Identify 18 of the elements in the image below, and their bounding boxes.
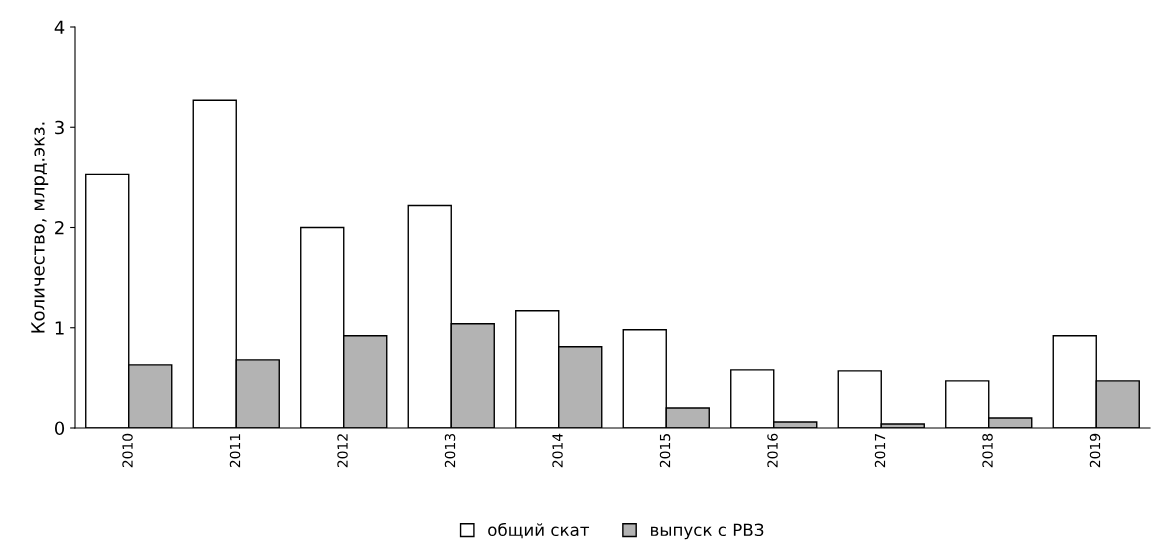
y-tick-label: 2 <box>55 220 64 235</box>
legend-label: общий скат <box>488 522 590 539</box>
x-tick-label: 2010 <box>122 433 133 468</box>
y-axis-title: Количество, млрд.экз. <box>31 122 49 333</box>
legend-label: выпуск с РВЗ <box>651 523 764 540</box>
y-tick-label: 3 <box>55 120 64 135</box>
x-tick-label: 2018 <box>982 433 993 468</box>
y-tick-label: 1 <box>55 321 64 335</box>
x-tick-label: 2011 <box>229 434 241 468</box>
x-tick-label: 2013 <box>444 433 456 468</box>
x-tick-label: 2012 <box>337 434 348 468</box>
y-tick-label: 0 <box>54 421 65 436</box>
x-tick-label: 2017 <box>874 434 886 468</box>
x-tick-label: 2016 <box>767 433 778 468</box>
x-tick-label: 2019 <box>1089 433 1101 468</box>
y-tick-label: 4 <box>54 20 65 34</box>
x-tick-label: 2015 <box>659 434 671 468</box>
x-tick-label: 2014 <box>552 433 563 468</box>
